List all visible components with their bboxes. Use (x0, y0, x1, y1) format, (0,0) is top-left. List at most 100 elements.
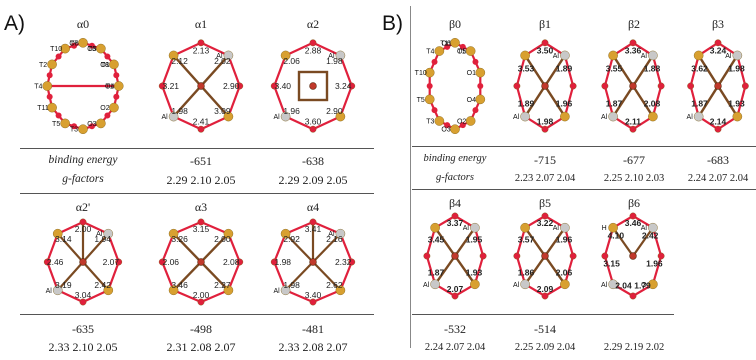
oxygen-atom (601, 82, 609, 90)
oxygen-atom (113, 72, 120, 79)
ring-bond (273, 55, 287, 87)
silicon-atom (223, 228, 234, 239)
distance-label: 2.06 (556, 267, 573, 277)
copper-atom (197, 82, 205, 90)
distance-label: 3.46 (171, 280, 188, 290)
cu-bond (297, 70, 329, 102)
distance-label: 2.11 (625, 116, 641, 126)
silicon-atom (78, 38, 88, 48)
title-beta1: β1 (538, 17, 552, 31)
ring-bond (200, 41, 229, 57)
aluminum-atom (52, 285, 63, 296)
aluminum-atom (335, 228, 346, 239)
ring-bond (651, 55, 663, 87)
be-alpha4: -481 (302, 322, 324, 336)
silicon-atom (475, 94, 486, 105)
distance-label: 1.89 (556, 63, 573, 73)
title-alpha0: α0 (76, 17, 90, 31)
ring-bond (227, 233, 241, 263)
site-label: O2 (100, 105, 109, 112)
ring-bond (603, 255, 615, 285)
row-label-g-factors-a: g-factors (62, 173, 104, 185)
distance-label: 2.14 (710, 116, 727, 126)
oxygen-atom (115, 258, 123, 266)
site-label: Al (273, 114, 280, 121)
distance-label: 1.96 (556, 99, 573, 109)
distance-label: 1.88 (644, 63, 661, 73)
oxygen-atom (79, 298, 87, 306)
site-label: T5 (52, 121, 60, 128)
distance-label: 2.06 (162, 257, 179, 267)
distance-label: 2.13 (193, 46, 210, 56)
silicon-atom (60, 43, 70, 54)
be-alpha2p: -635 (72, 322, 94, 336)
distance-label: 2.02 (214, 56, 231, 66)
oxygen-atom (158, 82, 166, 90)
silicon-atom (223, 111, 234, 122)
oxygen-atom (236, 82, 244, 90)
oxygen-atom (629, 292, 637, 300)
site-label: Al (553, 53, 560, 60)
be-beta2: -677 (623, 153, 645, 167)
distance-label: 3.40 (274, 81, 291, 91)
ring-bond (312, 289, 341, 304)
ring-bond (515, 55, 527, 87)
g-beta5: 2.25 2.09 2.04 (514, 342, 576, 353)
site-label: Al (463, 225, 470, 232)
distance-label: 1.87 (691, 99, 708, 109)
title-alpha2p: α2' (75, 200, 91, 214)
site-label: T3 (426, 118, 434, 125)
distance-label: 2.07 (447, 284, 464, 294)
silicon-atom (520, 50, 530, 61)
site-label: Al (328, 53, 335, 60)
cu-bond (312, 261, 342, 292)
oxygen-atom (513, 252, 521, 260)
distance-label: 2.09 (537, 284, 554, 294)
copper-atom (309, 258, 317, 266)
distance-label: 1.96 (646, 258, 663, 268)
oxygen-atom (88, 123, 95, 130)
oxygen-atom (657, 252, 665, 260)
silicon-atom (335, 111, 346, 122)
distance-label: 1.93 (466, 267, 483, 277)
ring-bond (312, 115, 341, 131)
aluminum-atom (648, 222, 658, 233)
silicon-atom (732, 111, 743, 122)
ring-bond (173, 115, 202, 131)
silicon-atom (60, 118, 70, 129)
ring-bond (173, 41, 202, 57)
distance-label: 3.19 (55, 280, 72, 290)
site-label: Al (513, 282, 520, 289)
distance-label: 2.42 (642, 231, 659, 241)
distance-label: 3.41 (305, 224, 322, 234)
distance-label: 3.14 (55, 234, 72, 244)
site-label: Al (46, 288, 53, 295)
oxygen-atom (541, 39, 549, 47)
cu-bond (82, 261, 110, 292)
aluminum-atom (223, 50, 234, 61)
site-label: O1 (467, 70, 476, 77)
oxygen-atom (197, 218, 205, 226)
be-beta4: -532 (444, 322, 466, 336)
aluminum-atom (693, 111, 704, 122)
distance-label: 1.79 (634, 281, 651, 291)
oxygen-atom (657, 82, 665, 90)
distance-label: 1.96 (556, 235, 573, 245)
structure-panel_b-0: O6 O5 O1 O4 O2 O3 T3 T5 T10 T4 T11 T1 (415, 38, 486, 134)
silicon-atom (96, 43, 106, 54)
aluminum-atom (560, 50, 570, 61)
oxygen-atom (423, 252, 431, 260)
site-label: O5 (87, 46, 96, 53)
ring-bond (425, 227, 437, 257)
ring-bond (161, 261, 175, 291)
divider-b-top (412, 146, 756, 147)
oxygen-atom (46, 72, 53, 79)
title-alpha1: α1 (194, 17, 208, 31)
distance-label: 2.42 (94, 280, 111, 290)
oxygen-atom (714, 39, 722, 47)
structure-panel_a-1: 2.13 2.02 2.90 3.09 2.41 1.98 3.21 2.12 Al Al (158, 39, 244, 133)
silicon-atom (648, 111, 658, 122)
ring-bond (227, 85, 241, 117)
silicon-atom (96, 118, 106, 129)
structure-panel_a-2: 2.88 1.98 3.24 2.90 3.60 1.96 3.40 2.06 Al Al (270, 39, 356, 133)
